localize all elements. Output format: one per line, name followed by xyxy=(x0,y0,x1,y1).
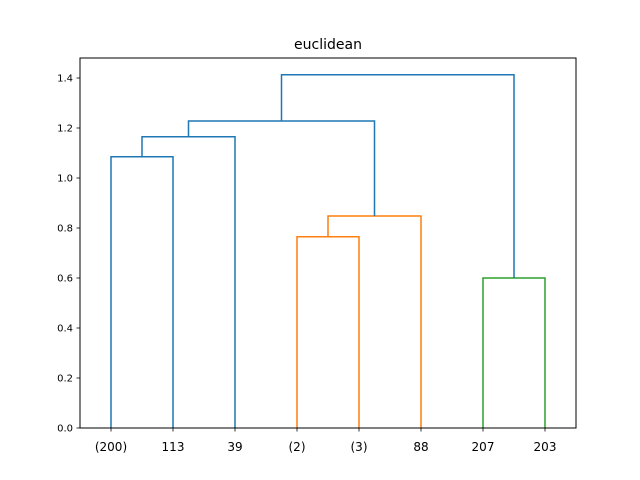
y-tick-label: 1.0 xyxy=(57,174,73,185)
dendrogram-link-1 xyxy=(141,136,236,428)
leaf-label: 39 xyxy=(227,440,242,454)
leaf-label: 88 xyxy=(413,440,428,454)
leaf-label: 203 xyxy=(534,440,557,454)
dendrogram-link-4 xyxy=(187,120,376,216)
dendrogram-link-3 xyxy=(327,215,422,428)
leaf-label: 113 xyxy=(162,440,185,454)
y-tick-label: 0.2 xyxy=(57,374,73,385)
dendrogram-link-5 xyxy=(482,277,546,428)
plot-frame xyxy=(79,57,577,429)
dendrogram-link-6 xyxy=(280,74,515,278)
y-tick-label: 0.4 xyxy=(57,324,73,335)
leaf-label: (200) xyxy=(95,440,127,454)
y-tick-label: 0.0 xyxy=(57,424,73,435)
chart-title: euclidean xyxy=(294,37,362,53)
dendrogram-link-0 xyxy=(110,156,174,428)
leaf-label: 207 xyxy=(472,440,495,454)
dendrogram-link-2 xyxy=(296,236,360,428)
y-tick-label: 1.4 xyxy=(57,74,73,85)
y-tick-label: 0.6 xyxy=(57,274,73,285)
leaf-label: (2) xyxy=(289,440,306,454)
dendrogram-links xyxy=(110,74,546,428)
y-tick-label: 0.8 xyxy=(57,224,73,235)
y-axis: 0.0 0.2 0.4 0.6 0.8 1.0 1.2 1.4 xyxy=(57,74,80,435)
x-axis: (200) 113 39 (2) (3) 88 207 203 xyxy=(95,428,557,454)
y-tick-label: 1.2 xyxy=(57,124,73,135)
leaf-label: (3) xyxy=(351,440,368,454)
